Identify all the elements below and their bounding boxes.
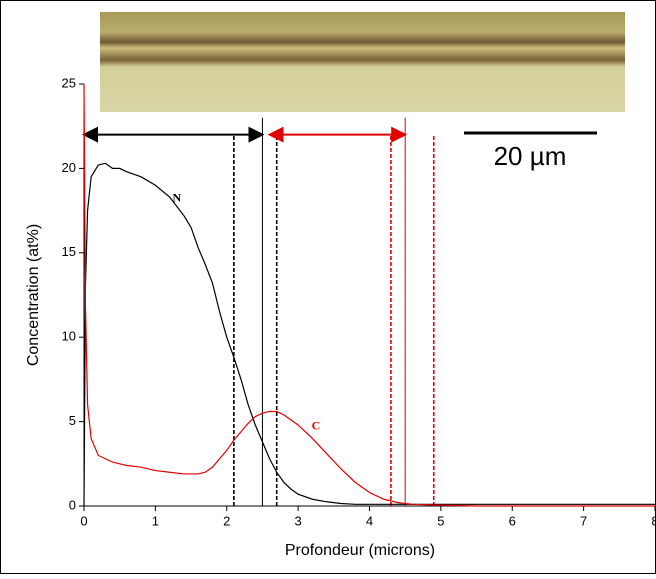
- series-label: C: [312, 418, 321, 432]
- series-line: [83, 162, 655, 507]
- series-line: [83, 83, 655, 507]
- micrograph: [100, 12, 625, 112]
- y-axis-title: Concentration (at%): [25, 224, 42, 366]
- plot: 0 5 10 15 20 25 0 1 2 3 4 5 6 7 8 N C: [62, 75, 656, 528]
- x-tick-label: 3: [295, 513, 302, 528]
- x-tick-label: 1: [152, 513, 159, 528]
- y-tick-label: 25: [62, 75, 76, 90]
- scale-bar-label: 20 µm: [494, 141, 567, 171]
- y-tick-label: 5: [69, 413, 76, 428]
- x-tick-label: 5: [437, 513, 444, 528]
- y-tick-label: 20: [62, 160, 76, 175]
- y-tick-label: 10: [62, 329, 76, 344]
- x-tick-label: 0: [80, 513, 87, 528]
- x-tick-label: 7: [580, 513, 587, 528]
- x-axis-title: Profondeur (microns): [285, 542, 435, 559]
- y-tick-label: 0: [69, 497, 76, 512]
- x-tick-label: 2: [223, 513, 230, 528]
- x-tick-label: 6: [509, 513, 516, 528]
- x-tick-label: 8: [651, 513, 656, 528]
- y-tick-label: 15: [62, 244, 76, 259]
- x-tick-label: 4: [366, 513, 373, 528]
- series-label: N: [172, 191, 181, 205]
